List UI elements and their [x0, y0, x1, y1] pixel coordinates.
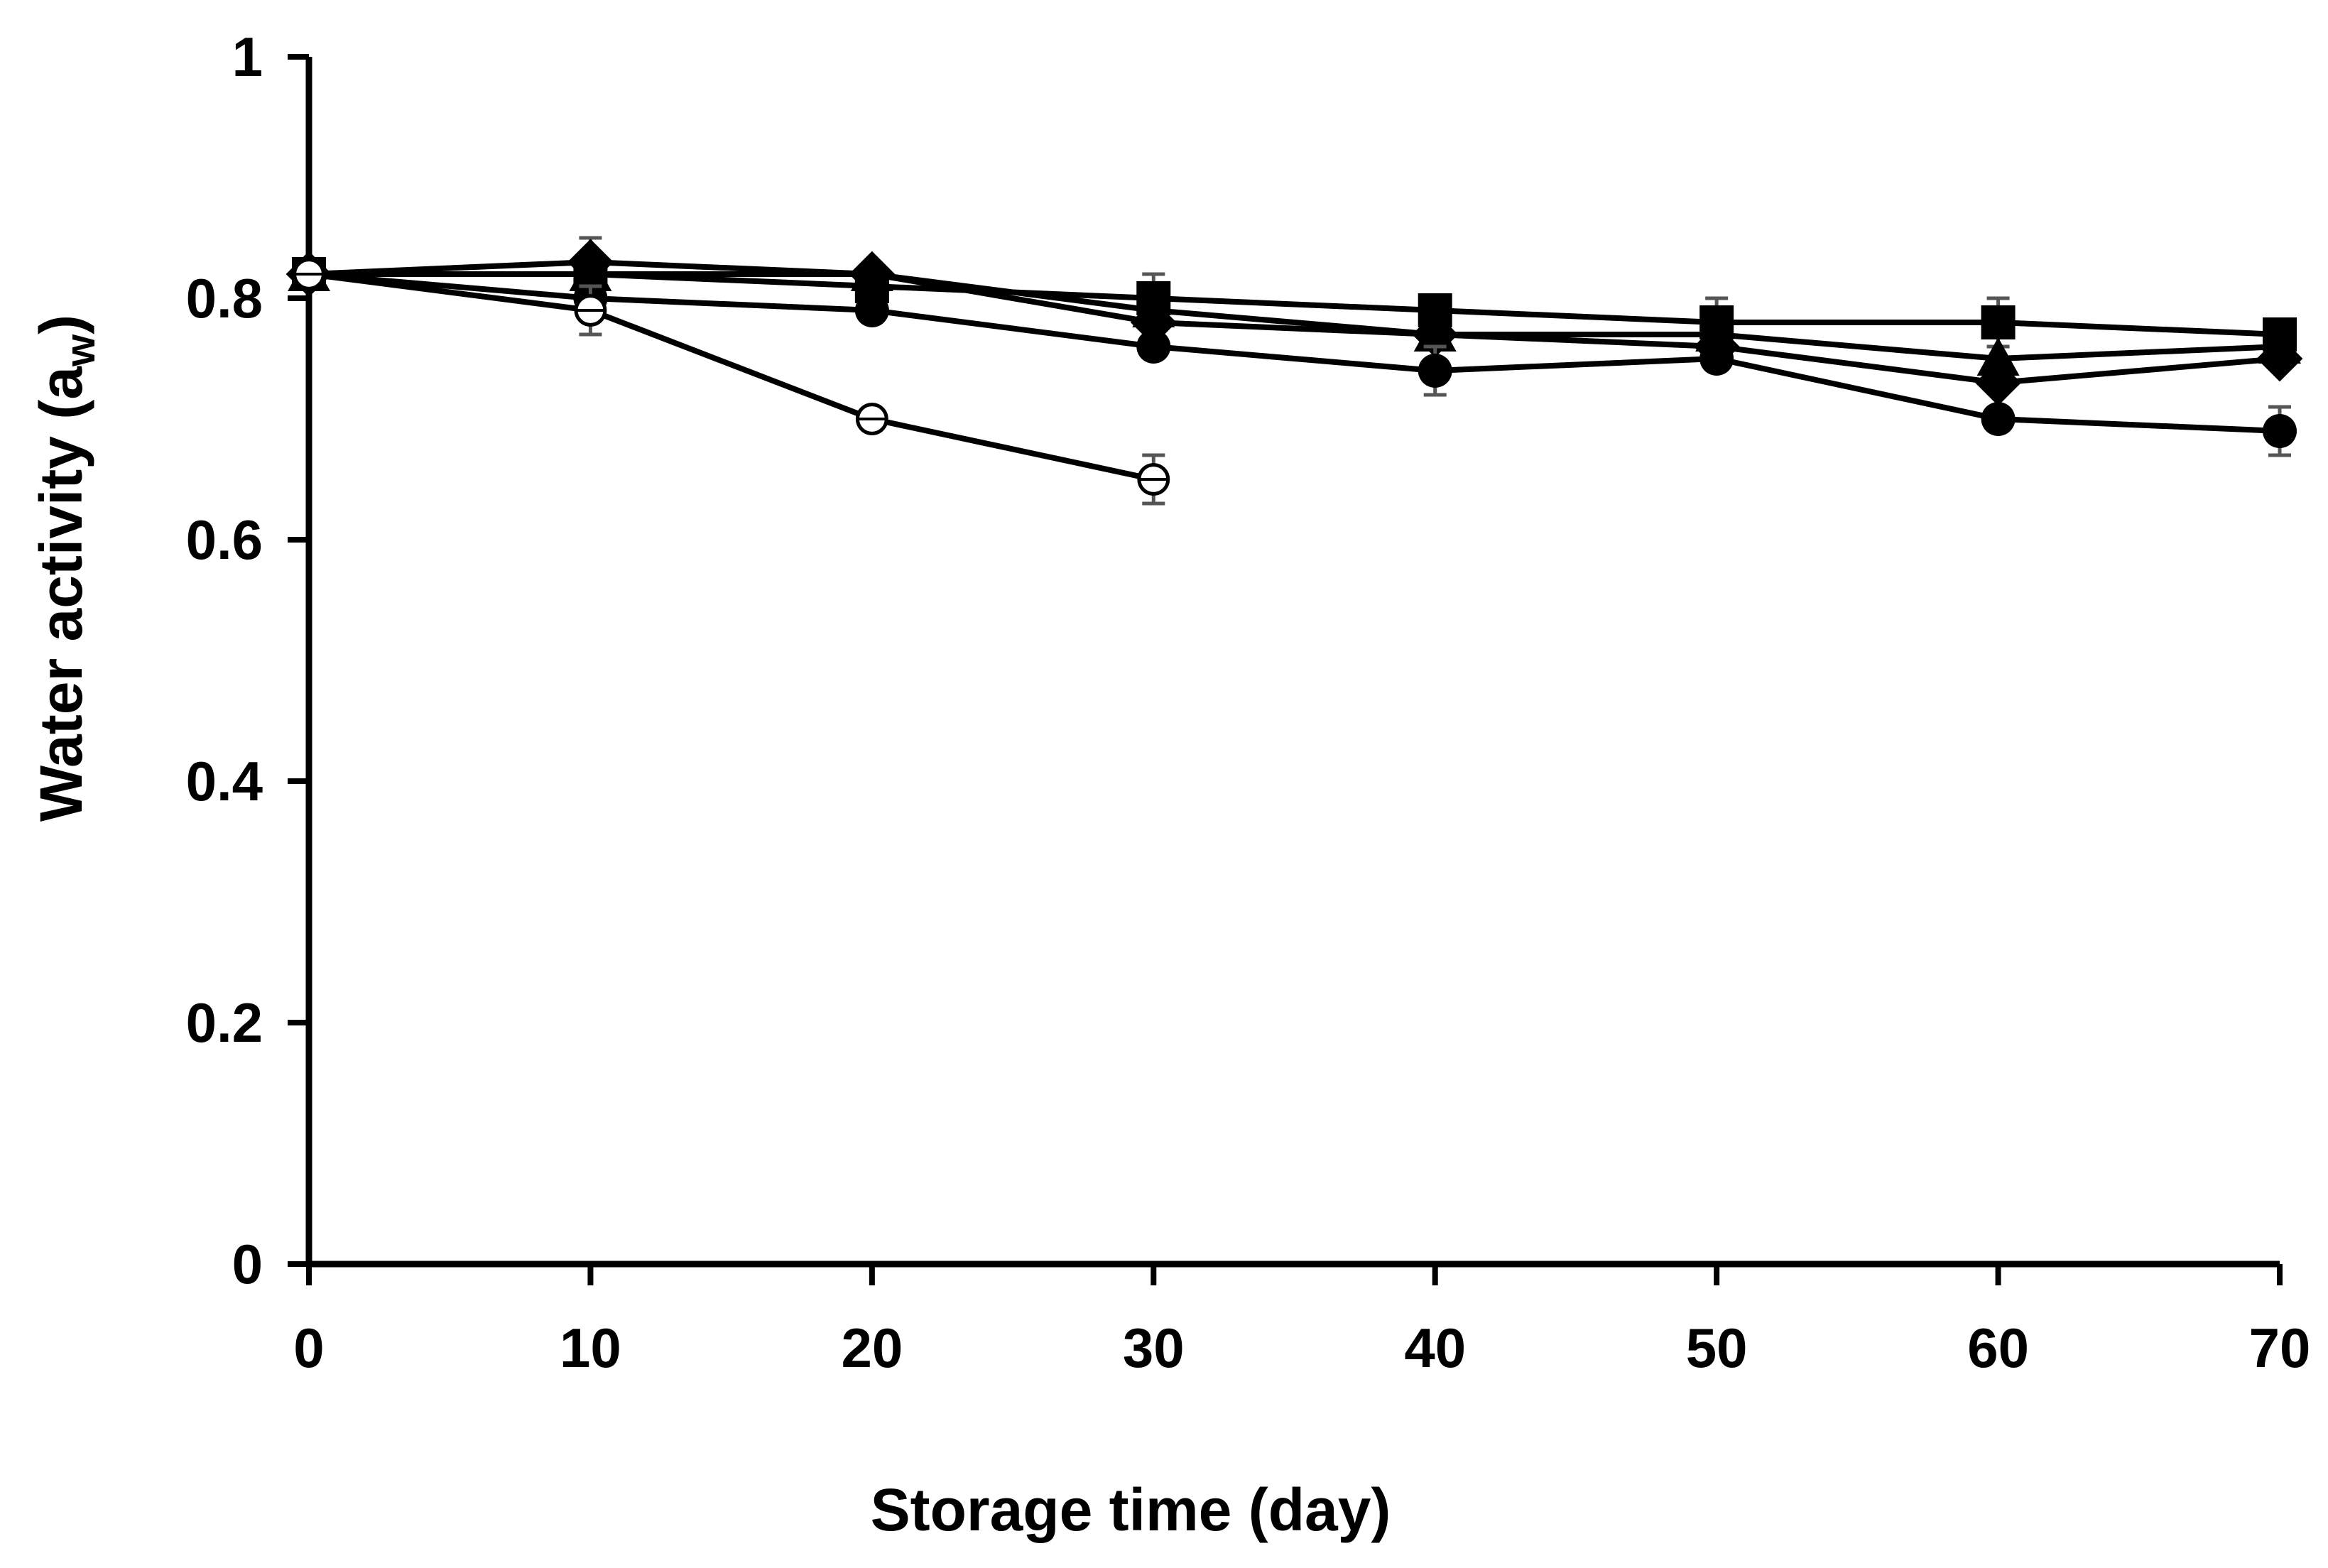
data-point-square — [1981, 305, 2016, 339]
y-axis-title-subscript: w — [58, 334, 104, 367]
data-point-diamond — [849, 251, 896, 298]
x-axis-title: Storage time (day) — [871, 1476, 1391, 1543]
x-tick-label: 60 — [1967, 1317, 2029, 1379]
series-line — [308, 271, 2280, 434]
y-tick-label: 0 — [232, 1233, 263, 1295]
data-point-circle — [1699, 342, 1734, 376]
series-open-circle — [293, 258, 1170, 506]
data-point-circle — [1136, 330, 1171, 364]
y-tick-label: 0.2 — [186, 991, 263, 1054]
x-tick-label: 0 — [293, 1317, 324, 1379]
axis-labels: Storage time (day) Water activity (aw) — [28, 315, 1391, 1543]
x-tick-label: 20 — [841, 1317, 903, 1379]
data-point-circle — [854, 293, 889, 327]
data-point-diamond — [567, 239, 614, 285]
series-line — [308, 271, 1155, 482]
y-axis-title-close: ) — [28, 315, 94, 334]
x-tick-label: 70 — [2249, 1317, 2311, 1379]
y-axis-title: Water activity (aw) — [28, 315, 104, 822]
data-point-circle — [2263, 414, 2297, 448]
y-tick-label: 0.4 — [186, 750, 263, 812]
data-point-diamond — [1130, 299, 1177, 346]
data-point-triangle — [1976, 337, 2020, 376]
data-point-circle — [1418, 354, 1452, 388]
y-tick-label: 1 — [232, 26, 263, 88]
x-tick-label: 40 — [1404, 1317, 1466, 1379]
data-point-diamond — [1412, 311, 1459, 358]
series-layer — [285, 236, 2303, 506]
series-line — [309, 271, 2280, 361]
series-circle — [292, 257, 2297, 457]
data-point-diamond — [1975, 359, 2021, 406]
y-tick-label: 0.8 — [186, 267, 263, 330]
axes: 00.20.40.60.810 10 20 30 40 50 60 70 — [186, 26, 2311, 1379]
y-tick-label: 0.6 — [186, 508, 263, 571]
x-tick-label: 10 — [560, 1317, 621, 1379]
data-point-circle — [1981, 402, 2016, 436]
series-line — [308, 259, 2280, 386]
x-tick-label: 30 — [1123, 1317, 1185, 1379]
x-tick-label: 50 — [1686, 1317, 1748, 1379]
data-point-diamond — [2256, 335, 2303, 382]
y-axis-title-main: Water activity (a — [28, 366, 94, 822]
